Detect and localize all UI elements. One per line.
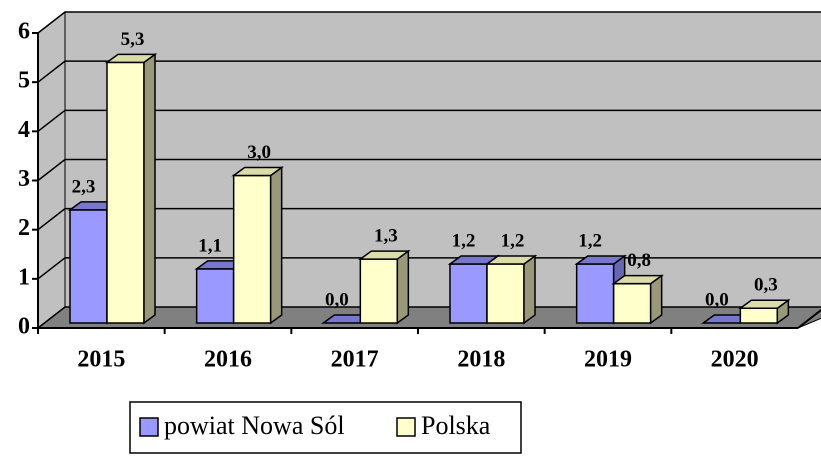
y-tick-label: 5 <box>18 68 30 94</box>
x-tick-label: 2020 <box>711 347 759 373</box>
bar-top <box>104 53 158 64</box>
bar-top <box>611 274 664 285</box>
value-label: 1,3 <box>374 225 398 246</box>
bar-front <box>575 263 615 324</box>
bar-front <box>195 268 235 324</box>
y-tick-label: 2 <box>18 215 30 241</box>
grid-line <box>37 158 821 182</box>
bar <box>738 298 791 325</box>
bar-top <box>358 250 411 260</box>
bar <box>611 274 664 325</box>
bar-front <box>106 61 145 324</box>
bar-side <box>523 254 536 325</box>
grid-line <box>37 60 821 83</box>
bar-side <box>396 249 410 325</box>
value-label: 2,3 <box>72 176 96 197</box>
bar-front <box>449 263 488 324</box>
bar <box>104 52 158 325</box>
legend <box>129 401 522 454</box>
bar-side <box>143 52 156 325</box>
value-label: 0,3 <box>754 275 778 296</box>
x-tick-label: 2019 <box>584 347 632 373</box>
bar <box>231 166 284 325</box>
x-tick-label: 2018 <box>457 347 505 373</box>
value-label: 5,3 <box>121 29 145 50</box>
bar-side <box>269 166 283 325</box>
legend-swatch <box>139 417 159 437</box>
grid-line <box>37 109 821 132</box>
y-tick-label: 4 <box>18 117 30 143</box>
x-tick-label: 2015 <box>77 347 125 373</box>
bar <box>484 254 538 325</box>
bar <box>358 249 411 325</box>
bar-top <box>231 166 284 177</box>
y-tick-label: 6 <box>18 19 30 45</box>
value-label: 1,2 <box>452 230 476 251</box>
value-label: 1,2 <box>578 230 602 251</box>
x-tick-label: 2017 <box>331 347 379 373</box>
value-label: 1,1 <box>198 235 222 256</box>
legend-label: Polska <box>421 411 491 440</box>
bar-top <box>738 299 791 309</box>
bar-front <box>232 174 272 324</box>
grid-line <box>37 207 821 231</box>
bar-front <box>739 307 779 324</box>
legend-swatch <box>396 417 416 437</box>
value-label: 0,0 <box>705 289 729 310</box>
bar-top <box>574 255 627 265</box>
value-label: 3,0 <box>247 142 271 163</box>
y-tick-label: 3 <box>18 166 30 192</box>
bar-top <box>484 255 538 265</box>
x-tick-label: 2016 <box>204 347 252 373</box>
bar-front <box>486 263 525 324</box>
value-label: 1,2 <box>501 230 525 251</box>
grid-line <box>37 11 821 34</box>
y-tick-label: 0 <box>18 314 30 340</box>
bar-front <box>69 209 108 324</box>
bar-front <box>612 282 652 324</box>
value-label: 0,8 <box>627 250 651 271</box>
value-label: 0,0 <box>325 289 349 310</box>
y-tick-label: 1 <box>18 264 30 290</box>
bar-front <box>359 258 399 324</box>
legend-label: powiat Nowa Sól <box>164 411 345 440</box>
